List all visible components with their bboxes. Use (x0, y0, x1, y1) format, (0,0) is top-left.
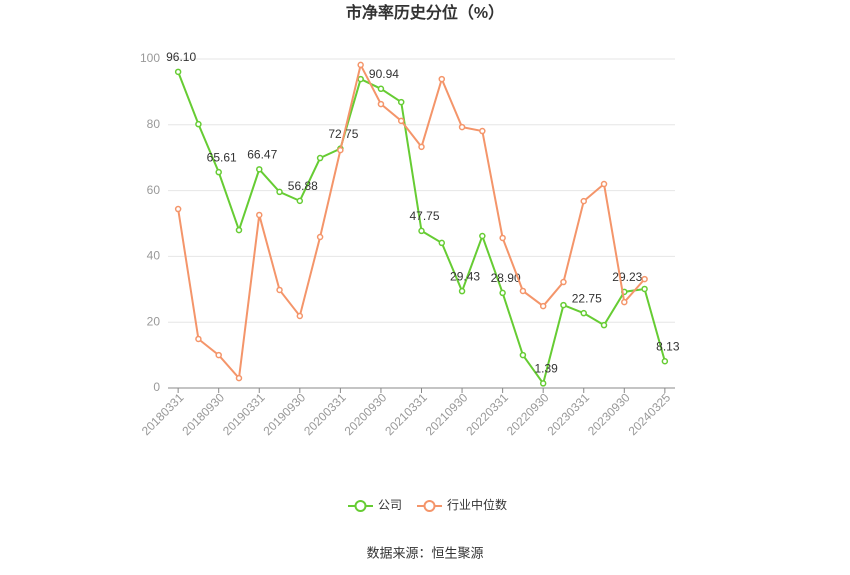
x-tick-label: 20210930 (423, 390, 471, 438)
data-point (296, 197, 304, 205)
x-tick-label: 20210331 (382, 390, 430, 438)
data-point (195, 120, 202, 128)
data-point (377, 100, 385, 108)
data-point (337, 146, 344, 154)
data-point (316, 154, 324, 162)
data-point (438, 239, 446, 247)
data-point (357, 75, 364, 83)
legend-label: 行业中位数 (447, 497, 507, 512)
data-point (357, 61, 364, 69)
data-point (418, 143, 425, 151)
data-point (580, 197, 587, 205)
data-label: 47.75 (409, 209, 439, 223)
y-tick-label: 20 (147, 314, 161, 328)
data-point (499, 289, 506, 297)
data-point (580, 309, 587, 317)
data-label: 29.23 (612, 270, 642, 284)
chart-title: 市净率历史分位（%） (346, 3, 504, 22)
data-point (256, 166, 263, 173)
data-label: 90.94 (369, 67, 399, 81)
x-tick-label: 20240325 (626, 390, 674, 438)
x-tick-label: 20180331 (139, 390, 187, 438)
data-point (418, 227, 425, 235)
data-point (276, 286, 283, 294)
data-point (661, 358, 669, 365)
series-line (177, 62, 646, 381)
data-point (458, 287, 466, 295)
data-point (174, 68, 182, 76)
data-point (560, 301, 567, 309)
x-tick-label: 20190930 (261, 390, 309, 438)
x-tick-label: 20200930 (342, 390, 390, 438)
data-point (397, 98, 405, 106)
data-point (499, 234, 506, 242)
data-label: 96.10 (166, 50, 196, 64)
legend-marker (423, 500, 436, 512)
data-label: 29.43 (450, 269, 480, 283)
data-point (539, 380, 547, 387)
data-point (600, 180, 608, 188)
x-tick-label: 20220930 (504, 390, 552, 438)
data-label: 65.61 (207, 150, 237, 164)
x-tick-label: 20180930 (179, 390, 227, 438)
legend-label: 公司 (378, 498, 402, 512)
data-point (316, 233, 324, 241)
y-tick-label: 0 (153, 380, 160, 394)
data-point (377, 85, 385, 93)
data-point (296, 312, 304, 320)
x-tick-label: 20200331 (301, 390, 349, 438)
data-label: 1.39 (535, 362, 559, 376)
data-point (215, 168, 222, 176)
y-tick-label: 80 (147, 117, 161, 131)
data-point (479, 232, 486, 240)
x-tick-label: 20230930 (585, 390, 633, 438)
data-point (397, 117, 405, 125)
data-point (235, 374, 243, 382)
data-point (479, 127, 486, 135)
x-tick-label: 20230331 (544, 390, 592, 438)
y-tick-label: 60 (147, 183, 161, 197)
data-point (276, 188, 283, 196)
y-tick-label: 100 (140, 51, 160, 65)
x-tick-label: 20220331 (463, 390, 511, 438)
data-label: 28.90 (491, 271, 521, 285)
data-label: 56.88 (288, 179, 318, 193)
data-point (215, 351, 222, 359)
data-point (519, 351, 527, 359)
y-tick-label: 40 (147, 249, 161, 263)
data-label: 22.75 (572, 291, 602, 305)
data-point (438, 75, 446, 83)
data-point (235, 226, 243, 234)
x-tick-label: 20190331 (220, 390, 268, 438)
data-point (621, 298, 628, 306)
data-point (519, 287, 527, 295)
data-point (195, 335, 202, 343)
data-point (600, 321, 608, 329)
data-point (539, 302, 547, 310)
source: 数据来源：恒生聚源 (366, 545, 483, 560)
data-point (560, 278, 567, 286)
data-point (641, 285, 648, 293)
data-label: 8.13 (656, 339, 680, 353)
data-point (458, 123, 466, 131)
data-point (174, 205, 182, 213)
data-label: 66.47 (247, 147, 277, 161)
data-point (641, 275, 648, 283)
series-line (177, 71, 666, 386)
data-point (256, 211, 263, 219)
legend-marker (354, 500, 367, 512)
